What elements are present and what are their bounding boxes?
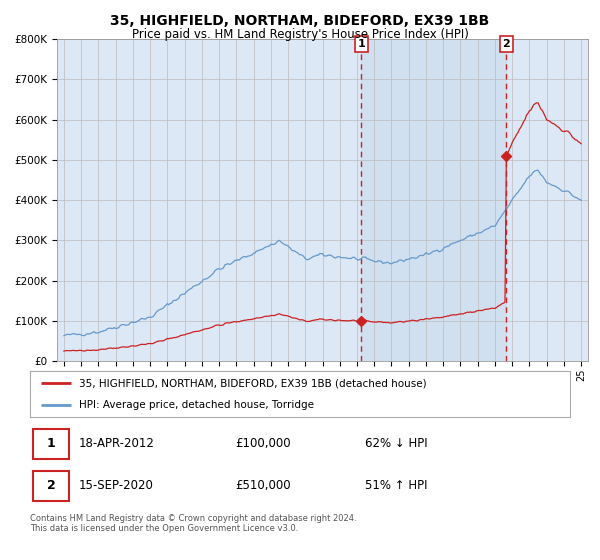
Bar (361, 39, 506, 361)
Text: 1: 1 (358, 39, 365, 49)
FancyBboxPatch shape (33, 471, 70, 501)
Text: This data is licensed under the Open Government Licence v3.0.: This data is licensed under the Open Gov… (30, 524, 298, 533)
FancyBboxPatch shape (33, 429, 70, 459)
Text: £510,000: £510,000 (235, 479, 291, 492)
Text: 1: 1 (47, 437, 55, 450)
Text: 51% ↑ HPI: 51% ↑ HPI (365, 479, 427, 492)
Text: 35, HIGHFIELD, NORTHAM, BIDEFORD, EX39 1BB: 35, HIGHFIELD, NORTHAM, BIDEFORD, EX39 1… (110, 14, 490, 28)
Text: 35, HIGHFIELD, NORTHAM, BIDEFORD, EX39 1BB (detached house): 35, HIGHFIELD, NORTHAM, BIDEFORD, EX39 1… (79, 378, 426, 388)
Text: Price paid vs. HM Land Registry's House Price Index (HPI): Price paid vs. HM Land Registry's House … (131, 28, 469, 41)
Text: 2: 2 (503, 39, 510, 49)
Text: Contains HM Land Registry data © Crown copyright and database right 2024.: Contains HM Land Registry data © Crown c… (30, 514, 356, 522)
Text: HPI: Average price, detached house, Torridge: HPI: Average price, detached house, Torr… (79, 400, 314, 410)
Text: £100,000: £100,000 (235, 437, 291, 450)
Text: 18-APR-2012: 18-APR-2012 (79, 437, 154, 450)
Text: 15-SEP-2020: 15-SEP-2020 (79, 479, 154, 492)
Text: 2: 2 (47, 479, 55, 492)
Text: 62% ↓ HPI: 62% ↓ HPI (365, 437, 427, 450)
